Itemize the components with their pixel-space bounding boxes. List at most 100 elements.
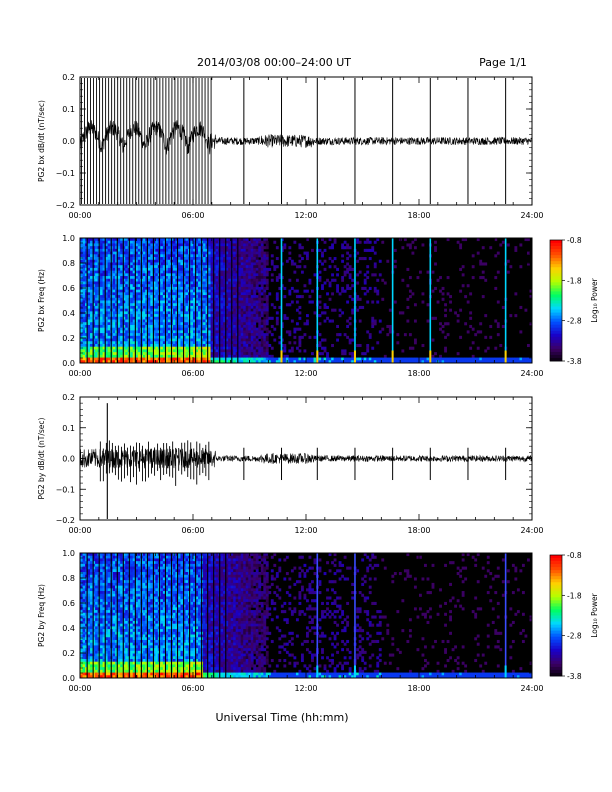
spectrogram-cell: [87, 327, 91, 331]
spectrogram-cell: [100, 246, 103, 250]
spectrogram-cell: [90, 257, 93, 261]
spectrogram-cell: [100, 243, 103, 247]
spectrogram-cell: [120, 343, 124, 348]
spectrogram-cell: [331, 292, 334, 296]
spectrogram-cell: [82, 346, 86, 350]
spectrogram-cell: [298, 311, 302, 315]
spectrogram-cell: [147, 322, 151, 326]
spectrogram-cell: [278, 273, 282, 277]
spectrogram-cell: [193, 292, 196, 296]
spectrogram-cell: [348, 338, 352, 342]
bright-line: [316, 238, 319, 363]
spectrogram-cell: [205, 341, 209, 345]
spectrogram-cell: [190, 330, 194, 334]
spectrogram-cell: [338, 360, 342, 364]
spectrogram-cell: [85, 599, 88, 603]
spectrogram-cell: [117, 251, 121, 255]
spectrogram-cell: [175, 251, 179, 255]
spectrogram-cell: [243, 357, 247, 361]
spectrogram-cell: [413, 246, 417, 250]
spectrogram-cell: [150, 292, 154, 296]
spectrogram-cell: [100, 308, 103, 312]
spectrogram-cell: [190, 300, 194, 304]
spectrogram-cell: [328, 319, 332, 323]
spectrogram-cell: [105, 243, 108, 247]
spectrogram-cell: [87, 248, 91, 252]
spectrogram-cell: [100, 289, 103, 293]
spectrogram-cell: [225, 343, 229, 348]
spectrogram-cell: [295, 357, 299, 361]
spectrogram-cell: [356, 259, 360, 263]
spectrogram-cell: [215, 335, 219, 339]
colorbar-frame: [549, 239, 563, 362]
spectrogram-cell: [401, 349, 405, 353]
spectrogram-cell: [155, 240, 159, 244]
spectrogram-cell: [255, 286, 259, 290]
spectrogram-cell: [142, 251, 146, 255]
spectrogram-cell: [238, 297, 242, 301]
spectrogram-cell: [263, 338, 267, 342]
spectrogram-cell: [376, 292, 380, 296]
spectrogram-cell: [213, 314, 216, 318]
spectrogram-cell: [107, 316, 111, 320]
spectrogram-cell: [130, 270, 134, 274]
spectrogram-cell: [80, 599, 83, 603]
spectrogram-cell: [273, 265, 277, 269]
spectrogram-cell: [268, 354, 272, 358]
spectrogram-cell: [82, 352, 86, 356]
spectrogram-cell: [250, 284, 254, 288]
spectrogram-cell: [125, 289, 129, 293]
spectrogram-cell: [92, 262, 96, 266]
spectrogram-cell: [280, 343, 284, 348]
spectrogram-cell: [213, 281, 216, 285]
spectrogram-cell: [306, 289, 309, 293]
spectrogram-cell: [461, 265, 465, 269]
spectrogram-cell: [120, 338, 124, 342]
spectrogram-cell: [185, 300, 189, 304]
spectrogram-cell: [253, 270, 257, 274]
spectrogram-cell: [476, 346, 480, 350]
spectrogram-cell: [494, 238, 498, 242]
spectrogram-cell: [371, 248, 375, 252]
spectrogram-cell: [80, 248, 83, 252]
spectrogram-cell: [165, 319, 169, 323]
spectrogram-cell: [147, 314, 151, 318]
spectrogram-cell: [431, 360, 435, 364]
spectrogram-cell: [145, 262, 149, 266]
spectrogram-cell: [250, 346, 254, 350]
spectrogram-cell: [90, 639, 93, 644]
spectrogram-cell: [203, 297, 206, 301]
spectrogram-cell: [454, 360, 458, 364]
spectrogram-cell: [130, 240, 134, 244]
spectrogram-cell: [135, 292, 139, 296]
spectrogram-cell: [298, 327, 302, 331]
spectrogram-cell: [250, 281, 254, 285]
spectrogram-cell: [205, 276, 209, 280]
spectrogram-cell: [223, 286, 226, 290]
spectrogram-cell: [308, 335, 312, 339]
spectrogram-cell: [132, 278, 136, 282]
spectrogram-cell: [323, 311, 327, 315]
spectrogram-cell: [185, 267, 189, 271]
spectrogram-cell: [258, 300, 262, 304]
spectrogram-cell: [476, 360, 480, 364]
spectrogram-cell: [245, 357, 249, 361]
spectrogram-cell: [263, 295, 267, 299]
spectrogram-cell: [238, 330, 242, 334]
spectrogram-cell: [280, 262, 284, 266]
spectrogram-cell: [208, 257, 211, 261]
spectrogram-cell: [112, 314, 116, 318]
spectrogram-cell: [220, 324, 224, 329]
spectrogram-cell: [190, 246, 194, 250]
spectrogram-cell: [298, 343, 302, 348]
spectrogram-cell: [150, 303, 154, 307]
spectrogram-cell: [90, 297, 93, 301]
spectrogram-cell: [358, 257, 362, 261]
spectrogram-cell: [223, 248, 226, 252]
spectrogram-cell: [240, 257, 244, 261]
spectrogram-cell: [225, 316, 229, 320]
spectrogram-cell: [406, 319, 410, 323]
spectrogram-cell: [253, 278, 257, 282]
spectrogram-cell: [165, 240, 169, 244]
spectrogram-cell: [383, 357, 387, 361]
